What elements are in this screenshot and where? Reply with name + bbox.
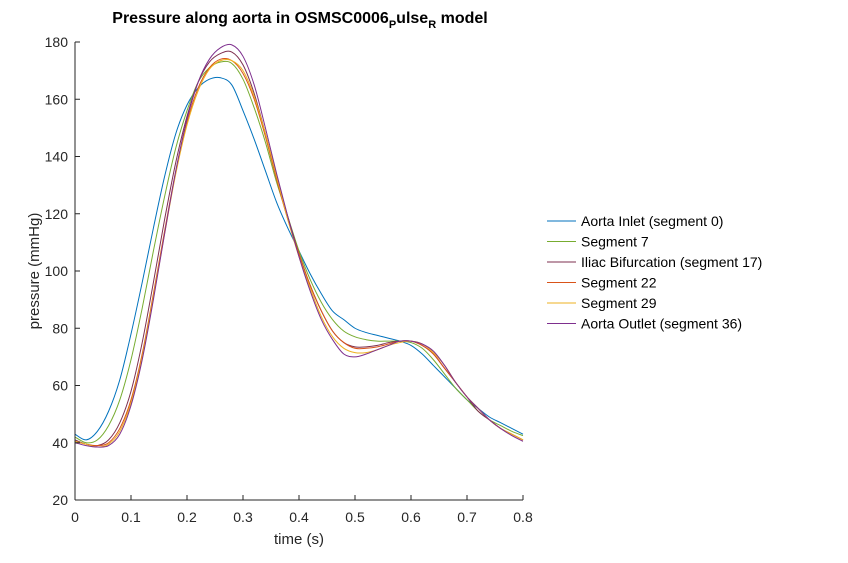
series-layer [74,43,524,448]
y-tick-label: 180 [45,34,69,50]
y-tick-label: 140 [45,149,69,165]
y-tick-label: 100 [45,263,69,279]
legend-label-2: Iliac Bifurcation (segment 17) [581,254,762,270]
plot-area [75,42,523,500]
y-tick-label: 120 [45,206,69,222]
x-axis-label: time (s) [274,531,324,548]
legend-label-1: Segment 7 [581,234,649,250]
legend-label-3: Segment 22 [581,275,657,291]
x-tick-label: 0.4 [289,509,309,525]
legend-label-0: Aorta Inlet (segment 0) [581,213,723,229]
x-tick-label: 0 [71,509,79,525]
chart-title: Pressure along aorta in OSMSC0006PulseR … [112,10,487,31]
y-tick-label: 80 [52,320,68,336]
x-tick-label: 0.7 [457,509,477,525]
x-tick-label: 0.2 [177,509,197,525]
y-tick-label: 20 [52,492,68,508]
x-tick-label: 0.6 [401,509,421,525]
y-tick-label: 60 [52,378,68,394]
y-tick-label: 160 [45,91,69,107]
y-ticks: 20 40 60 80 100 120 140 160 180 [45,34,80,508]
series-line-5 [74,43,524,448]
y-axis-label: pressure (mmHg) [26,213,43,330]
legend-label-5: Aorta Outlet (segment 36) [581,316,742,332]
x-ticks: 0 0.1 0.2 0.3 0.4 0.5 0.6 0.7 0.8 [71,495,533,525]
x-tick-label: 0.1 [121,509,141,525]
x-tick-label: 0.3 [233,509,253,525]
y-tick-label: 40 [52,435,68,451]
x-tick-label: 0.5 [345,509,365,525]
legend: Aorta Inlet (segment 0) Segment 7 Iliac Bi… [540,208,795,336]
legend-label-4: Segment 29 [581,295,657,311]
series-line-1 [74,60,524,444]
x-tick-label: 0.8 [513,509,533,525]
series-line-3 [74,57,524,447]
legend-box [540,208,795,336]
